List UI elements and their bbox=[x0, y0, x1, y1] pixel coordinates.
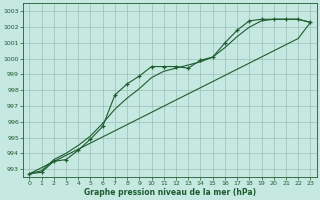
X-axis label: Graphe pression niveau de la mer (hPa): Graphe pression niveau de la mer (hPa) bbox=[84, 188, 256, 197]
